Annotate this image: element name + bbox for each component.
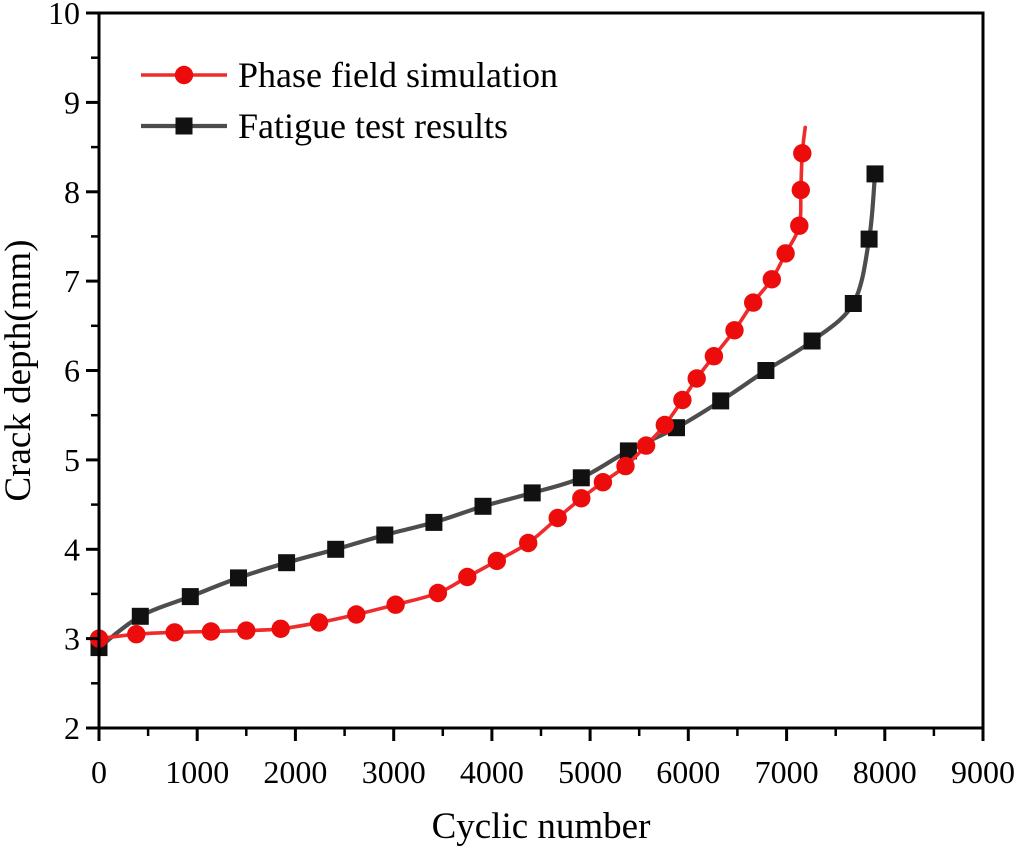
data-point-circle <box>687 369 706 388</box>
data-point-square <box>712 392 730 410</box>
x-tick-label: 9000 <box>951 754 1015 790</box>
data-point-square <box>619 442 637 460</box>
data-point-circle <box>386 595 405 614</box>
data-point-circle <box>744 293 763 312</box>
series-markers-fatigue-test-results <box>90 165 884 657</box>
y-tick-label: 8 <box>64 174 80 210</box>
data-point-circle <box>309 613 329 632</box>
x-tick-label: 4000 <box>460 754 524 790</box>
data-point-circle <box>271 619 290 638</box>
data-point-circle <box>616 456 635 476</box>
data-point-circle <box>704 347 724 366</box>
data-point-circle <box>793 144 812 163</box>
data-point-square <box>803 332 821 350</box>
x-tick-label: 0 <box>91 754 107 790</box>
x-axis-title: Cyclic number <box>432 806 651 847</box>
data-point-square <box>230 569 247 587</box>
data-point-square <box>844 295 862 312</box>
data-point-square <box>131 607 149 625</box>
plot-frame <box>97 11 985 730</box>
series-markers-phase-field-simulation <box>89 144 812 648</box>
legend: Phase field simulation Fatigue test resu… <box>141 55 558 146</box>
data-point-circle <box>636 436 656 455</box>
data-point-circle <box>237 621 256 640</box>
y-tick-label: 10 <box>48 0 80 31</box>
legend-circle-marker-icon <box>174 65 194 85</box>
data-point-circle <box>776 244 795 263</box>
data-point-square <box>866 165 884 183</box>
y-tick-label: 6 <box>64 353 80 389</box>
legend-square-marker-icon <box>175 117 193 135</box>
data-point-circle <box>519 533 538 553</box>
data-point-circle <box>165 623 184 642</box>
y-tick-label: 3 <box>64 621 80 657</box>
axes-layer: 0 1000 2000 3000 4000 5000 6000 7000 8000 9000 2 3 4… <box>48 0 1015 790</box>
data-point-circle <box>458 567 477 587</box>
legend-entry-phase-field-simulation: Phase field simulation <box>141 55 558 95</box>
data-point-square <box>425 513 443 531</box>
y-tick-label: 9 <box>64 84 80 120</box>
series-line-fatigue-test-results <box>96 171 878 650</box>
y-tick-label: 5 <box>64 442 80 478</box>
data-point-square <box>327 540 345 558</box>
x-tick-label: 1000 <box>165 754 229 790</box>
data-point-square <box>860 230 878 248</box>
legend-entry-fatigue-test-results: Fatigue test results <box>141 106 508 146</box>
data-point-square <box>474 497 492 515</box>
data-point-circle <box>572 489 591 508</box>
x-tick-label: 8000 <box>853 754 917 790</box>
legend-label-phase-field-simulation: Phase field simulation <box>238 55 558 95</box>
x-tick-label: 6000 <box>656 754 720 790</box>
data-point-circle <box>127 625 146 644</box>
legend-label-fatigue-test-results: Fatigue test results <box>238 106 508 146</box>
x-tick-label: 2000 <box>263 754 327 790</box>
y-axis-title: Crack depth(mm) <box>0 240 39 502</box>
data-point-square <box>181 588 199 606</box>
data-point-square <box>523 484 541 502</box>
data-point-circle <box>655 415 674 435</box>
data-point-circle <box>725 321 744 340</box>
series-layer <box>89 125 884 657</box>
data-point-square <box>572 469 590 487</box>
data-point-square <box>376 526 394 544</box>
x-tick-label: 7000 <box>755 754 819 790</box>
data-point-circle <box>593 473 613 492</box>
data-point-circle <box>487 551 506 571</box>
data-point-circle <box>347 605 366 624</box>
y-tick-label: 4 <box>64 531 80 567</box>
data-point-circle <box>791 180 810 200</box>
data-point-square <box>278 554 296 572</box>
data-point-circle <box>790 216 809 235</box>
x-tick-label: 5000 <box>558 754 622 790</box>
data-point-circle <box>762 270 781 289</box>
y-tick-label: 7 <box>64 263 80 299</box>
data-point-square <box>757 362 775 379</box>
data-point-circle <box>548 508 567 528</box>
data-point-circle <box>673 390 692 410</box>
data-point-circle <box>201 622 221 641</box>
data-point-circle <box>428 583 448 603</box>
x-tick-label: 3000 <box>362 754 426 790</box>
y-tick-label: 2 <box>64 710 80 746</box>
